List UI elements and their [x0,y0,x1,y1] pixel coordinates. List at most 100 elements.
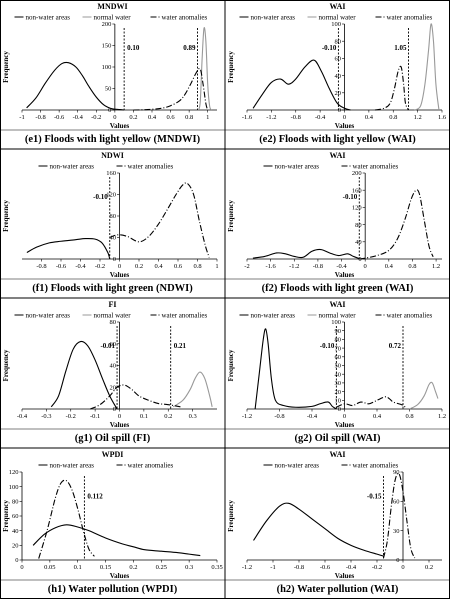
legend-label: normal water [319,14,357,22]
legend: non-water areas water anomalies [263,462,398,470]
x-tick-label: 0.2 [164,413,172,420]
x-axis-label: Values [335,421,355,429]
series-line [253,502,384,557]
x-tick-label: -0.4 [17,413,28,420]
y-tick-label: 40 [355,239,362,246]
x-tick-label: 0.2 [129,114,137,121]
series-line [90,384,181,410]
y-axis-label: Frequency [2,349,10,381]
x-tick-label: 0 [401,564,404,571]
y-tick-label: 0 [358,256,361,263]
x-tick-label: -0.1 [90,413,100,420]
series-line [26,237,111,260]
x-tick-label: -0.8 [294,564,304,571]
y-tick-label: 20 [110,384,117,391]
y-tick-label: 0 [113,256,116,263]
caption-g2: (g2) Oil spill (WAI) [294,433,381,444]
caption-g1: (g1) Oil spill (FI) [74,433,151,444]
series-line [374,65,409,111]
chart-e1-mndwi: MNDWI non-water areas normal water water an… [2,2,217,130]
x-tick-label: -2 [244,263,249,270]
y-tick-label: 160 [352,187,362,194]
x-tick-label: -1 [19,114,24,121]
x-tick-label: 0.2 [129,564,137,571]
chart-title: FI [109,300,117,309]
legend: non-water areas normal water water anomali… [14,312,208,320]
x-tick-label: 0.1 [74,564,82,571]
caption-e2: (e2) Floods with light yellow (WAI) [259,134,416,145]
x-tick-label: 0 [343,413,346,420]
x-tick-label: -0.2 [91,114,101,121]
x-tick-label: -0.3 [41,413,51,420]
y-tick-label: 60 [335,354,342,361]
chart-h2-wai: WAI non-water areas water anomalies -1.2 -1 -… [227,450,442,580]
x-tick-label: 0.25 [156,564,167,571]
series-line [133,67,209,111]
x-tick-label: 0.8 [405,413,413,420]
legend-label: water anomalies [162,312,208,320]
x-tick-label: -0.8 [291,114,301,121]
x-tick-label: -1.6 [265,263,276,270]
x-tick-label: -0.8 [36,263,46,270]
y-tick-label: 30 [393,528,400,535]
x-tick-label: -0.4 [307,413,318,420]
y-tick-label: 40 [110,363,117,370]
y-tick-label: 120 [352,205,362,212]
legend: non-water areas normal water water anomali… [239,14,432,22]
legend-label: normal water [94,312,132,320]
x-tick-label: -0.4 [346,564,357,571]
x-tick-label: 0 [113,114,116,121]
y-tick-label: 80 [335,337,342,344]
legend: non-water areas water anomalies [38,462,173,470]
chart-h1-wpdi: WPDI non-water areas water anomalies 0 0.05 0… [2,450,223,580]
threshold-label: -0.01 [100,342,115,350]
x-tick-label: -1.2 [242,564,252,571]
threshold-label: 0.72 [389,342,402,350]
y-tick-label: 100 [331,319,341,326]
threshold-label: -0.10 [343,193,358,201]
x-tick-label: 0 [364,263,367,270]
x-axis-label: Values [110,572,130,580]
series-line [197,27,212,111]
y-tick-label: 60 [12,513,19,520]
x-axis-label: Values [335,122,355,130]
x-tick-label: -0.8 [274,413,284,420]
y-tick-label: 20 [12,543,19,550]
y-tick-label: 60 [393,499,400,506]
x-tick-label: -0.4 [75,263,86,270]
series-line [252,59,351,111]
x-tick-label: 0 [118,263,121,270]
x-axis-label: Values [110,421,130,429]
x-axis-label: Values [335,572,355,580]
legend: non-water areas normal water water anomali… [239,312,432,320]
threshold-label: -0.10 [320,342,335,350]
y-tick-label: 0 [108,107,111,114]
legend-label: non-water areas [26,312,71,320]
x-axis-label: Values [110,271,130,279]
y-tick-label: 0 [338,406,341,413]
x-tick-label: 0 [118,413,121,420]
x-tick-label: 0.4 [365,114,374,121]
x-tick-label: -0.6 [320,564,331,571]
y-tick-label: 0 [338,107,341,114]
chart-title: MNDWI [97,2,127,11]
y-tick-label: 80 [110,319,117,326]
threshold-label: 1.05 [394,44,407,52]
y-tick-label: 50 [335,363,342,370]
y-tick-label: 200 [102,21,112,28]
x-tick-label: -0.8 [35,114,45,121]
y-tick-label: 0 [396,557,399,564]
legend-label: water anomalies [353,163,399,171]
x-axis-label: Values [110,122,130,130]
x-tick-label: 0 [343,114,346,121]
chart-title: NDWI [101,151,124,160]
legend: non-water areas water anomalies [38,163,174,171]
legend-label: water anomalies [128,163,174,171]
y-axis-label: Frequency [2,51,10,83]
y-tick-label: 100 [9,484,19,491]
series-line [254,328,337,410]
series-line [32,524,201,557]
x-tick-label: -0.2 [372,564,382,571]
x-tick-label: 0.4 [385,263,394,270]
